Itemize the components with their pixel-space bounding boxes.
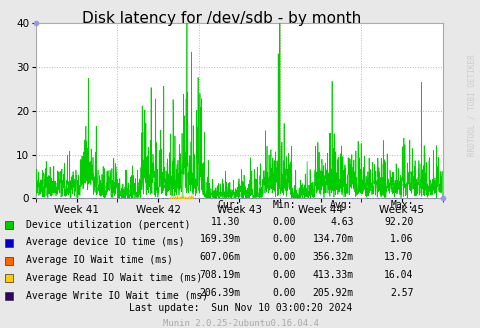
Text: Last update:  Sun Nov 10 03:00:20 2024: Last update: Sun Nov 10 03:00:20 2024 <box>129 303 351 313</box>
Text: 708.19m: 708.19m <box>199 270 240 280</box>
Text: 205.92m: 205.92m <box>312 288 353 297</box>
Text: Average device IO time (ms): Average device IO time (ms) <box>26 237 185 247</box>
Text: 413.33m: 413.33m <box>312 270 353 280</box>
Text: Average Write IO Wait time (ms): Average Write IO Wait time (ms) <box>26 291 208 300</box>
Text: Average IO Wait time (ms): Average IO Wait time (ms) <box>26 255 173 265</box>
Text: 4.63: 4.63 <box>329 217 353 227</box>
Text: 92.20: 92.20 <box>384 217 413 227</box>
Text: 0.00: 0.00 <box>272 288 295 297</box>
Text: 206.39m: 206.39m <box>199 288 240 297</box>
Text: Device utilization (percent): Device utilization (percent) <box>26 220 191 230</box>
Text: Avg:: Avg: <box>329 200 353 210</box>
Text: 0.00: 0.00 <box>272 270 295 280</box>
Text: Average Read IO Wait time (ms): Average Read IO Wait time (ms) <box>26 273 202 283</box>
Text: 0.00: 0.00 <box>272 252 295 262</box>
Text: 134.70m: 134.70m <box>312 235 353 244</box>
Text: 0.00: 0.00 <box>272 217 295 227</box>
Text: 0.00: 0.00 <box>272 235 295 244</box>
Text: RRDTOOL / TOBI OETIKER: RRDTOOL / TOBI OETIKER <box>467 54 476 156</box>
Text: 169.39m: 169.39m <box>199 235 240 244</box>
Text: 2.57: 2.57 <box>389 288 413 297</box>
Text: Min:: Min: <box>272 200 295 210</box>
Text: Disk latency for /dev/sdb - by month: Disk latency for /dev/sdb - by month <box>82 11 360 27</box>
Text: Munin 2.0.25-2ubuntu0.16.04.4: Munin 2.0.25-2ubuntu0.16.04.4 <box>162 319 318 328</box>
Text: Max:: Max: <box>389 200 413 210</box>
Text: 356.32m: 356.32m <box>312 252 353 262</box>
Text: 16.04: 16.04 <box>384 270 413 280</box>
Text: 11.30: 11.30 <box>211 217 240 227</box>
Text: 1.06: 1.06 <box>389 235 413 244</box>
Text: 13.70: 13.70 <box>384 252 413 262</box>
Text: 607.06m: 607.06m <box>199 252 240 262</box>
Text: Cur:: Cur: <box>216 200 240 210</box>
